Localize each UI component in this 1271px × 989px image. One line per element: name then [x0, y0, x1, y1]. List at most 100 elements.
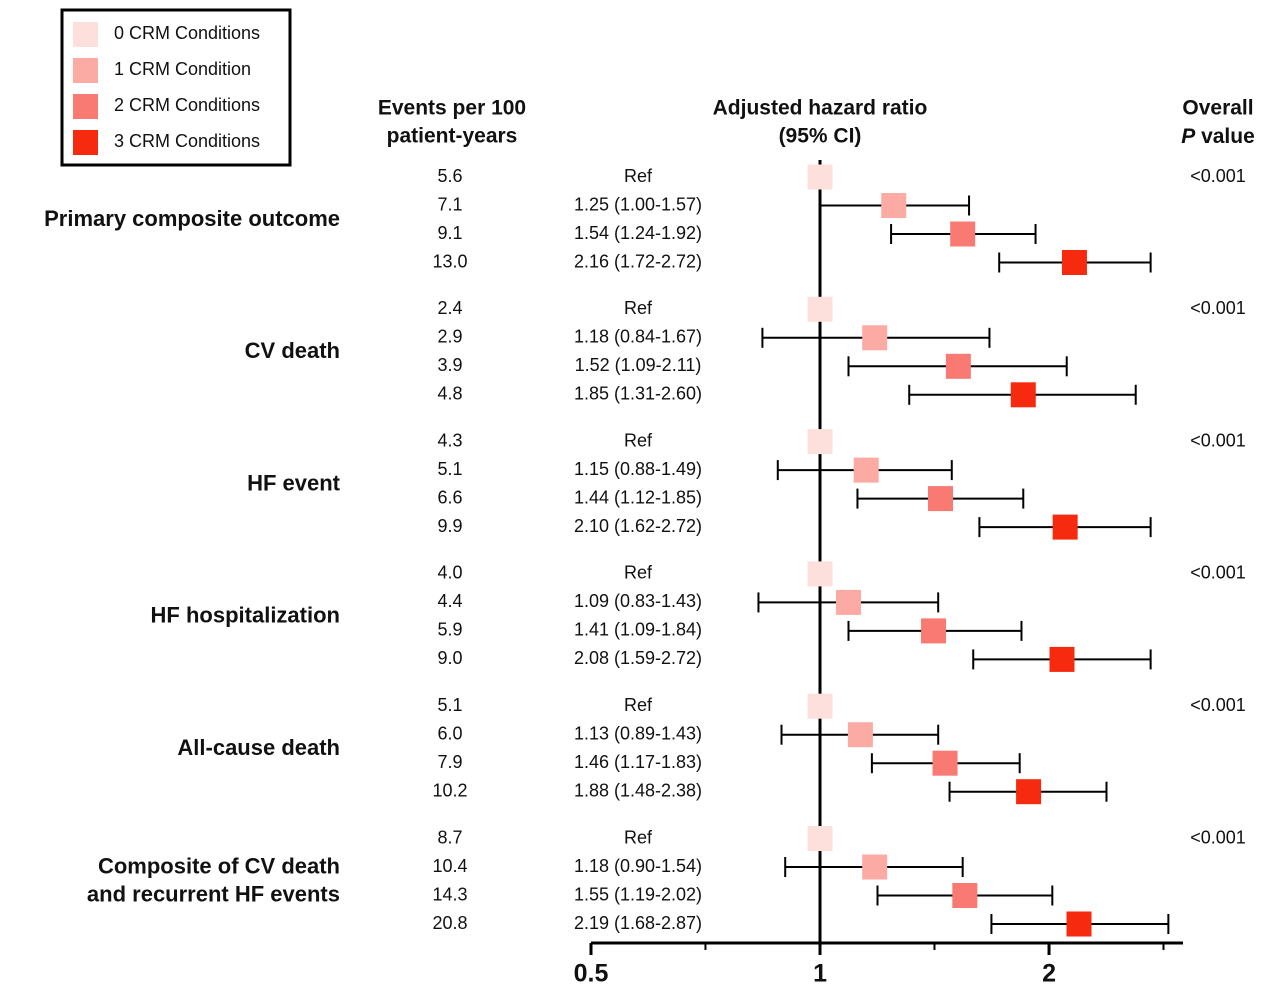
hr-box: [952, 883, 978, 908]
outcome-label: HF event: [247, 470, 341, 495]
hr-label: 1.18 (0.90-1.54): [574, 856, 702, 876]
hr-label: 1.85 (1.31-2.60): [574, 384, 702, 404]
hr-label: Ref: [624, 430, 653, 450]
legend-label: 1 CRM Condition: [114, 59, 251, 79]
events: 9.0: [437, 648, 462, 668]
events: 14.3: [432, 884, 467, 904]
events: 6.6: [437, 487, 462, 507]
hr-label: Ref: [624, 695, 653, 715]
events: 9.9: [437, 516, 462, 536]
outcome-label: HF hospitalization: [151, 603, 340, 628]
events: 10.2: [432, 780, 467, 800]
p-value: <0.001: [1190, 430, 1246, 450]
p-value: <0.001: [1190, 827, 1246, 847]
hr-label: Ref: [624, 827, 653, 847]
hr-box: [932, 750, 958, 776]
hr-label: 1.41 (1.09-1.84): [574, 620, 702, 640]
hr-label: 1.52 (1.09-2.11): [575, 355, 702, 375]
x-tick-label: 0.5: [574, 960, 609, 988]
hr-box: [807, 826, 833, 851]
legend-swatch: [73, 94, 98, 119]
hr-box: [862, 325, 888, 351]
hr-box: [807, 429, 833, 455]
legend-box: [60, 8, 292, 167]
hr-label: 1.88 (1.48-2.38): [574, 780, 702, 800]
hr-label: 2.19 (1.68-2.87): [574, 913, 702, 933]
hr-box: [1016, 779, 1042, 805]
hr-label: Ref: [624, 166, 653, 186]
hr-box: [853, 457, 879, 483]
events: 10.4: [432, 856, 467, 876]
x-tick-label: 1: [813, 960, 827, 988]
outcome-label: and recurrent HF events: [87, 881, 340, 906]
p-value: <0.001: [1190, 563, 1246, 583]
column-header: P value: [1181, 125, 1255, 148]
hr-label: 1.09 (0.83-1.43): [574, 591, 702, 611]
events: 3.9: [437, 355, 462, 375]
events: 4.0: [437, 563, 462, 583]
hr-box: [950, 221, 976, 247]
hr-label: 1.25 (1.00-1.57): [574, 194, 702, 214]
hr-box: [807, 561, 833, 587]
hr-label: 1.44 (1.12-1.85): [574, 487, 702, 507]
hr-label: 2.16 (1.72-2.72): [574, 251, 702, 271]
events: 7.9: [437, 752, 462, 772]
events: 7.1: [437, 194, 462, 214]
events: 2.4: [437, 298, 462, 318]
hr-box: [807, 296, 833, 322]
events: 9.1: [437, 223, 462, 243]
legend-label: 2 CRM Conditions: [114, 95, 260, 115]
events: 2.9: [437, 327, 462, 347]
hr-box: [862, 854, 888, 880]
outcome-label: Primary composite outcome: [44, 206, 340, 231]
column-header: Events per 100: [378, 97, 526, 120]
hr-box: [945, 353, 971, 379]
hr-label: 1.54 (1.24-1.92): [574, 223, 702, 243]
hr-label: 2.10 (1.62-2.72): [574, 516, 702, 536]
hr-box: [881, 193, 907, 218]
hr-label: 1.15 (0.88-1.49): [574, 459, 702, 479]
legend-label: 3 CRM Conditions: [114, 131, 260, 151]
hr-label: 1.13 (0.89-1.43): [574, 723, 702, 743]
hr-box: [1010, 382, 1036, 408]
outcome-label: Composite of CV death: [98, 853, 340, 878]
hr-box: [847, 722, 873, 748]
events: 8.7: [437, 827, 462, 847]
hr-box: [1052, 514, 1078, 540]
hr-box: [807, 693, 833, 719]
column-header: Adjusted hazard ratio: [713, 97, 928, 120]
legend-swatch: [73, 130, 98, 155]
p-value: <0.001: [1190, 695, 1246, 715]
legend-label: 0 CRM Conditions: [114, 23, 260, 43]
hr-label: 1.55 (1.19-2.02): [574, 884, 702, 904]
legend-swatch: [73, 58, 98, 83]
column-header: Overall: [1182, 97, 1253, 120]
events: 4.8: [437, 384, 462, 404]
hr-box: [921, 618, 947, 644]
hr-box: [835, 589, 861, 615]
hr-box: [1061, 250, 1087, 275]
hr-label: Ref: [624, 563, 653, 583]
hr-box: [807, 164, 833, 190]
legend-swatch: [73, 22, 98, 47]
p-value: <0.001: [1190, 298, 1246, 318]
events: 5.1: [437, 459, 462, 479]
hr-label: 2.08 (1.59-2.72): [574, 648, 702, 668]
outcome-label: All-cause death: [177, 735, 340, 760]
hr-box: [927, 486, 953, 512]
hr-box: [1066, 911, 1092, 937]
header-part: value: [1195, 125, 1255, 148]
p-value: <0.001: [1190, 166, 1246, 186]
x-tick-label: 2: [1042, 960, 1056, 988]
hr-label: 1.18 (0.84-1.67): [574, 327, 702, 347]
outcome-label: CV death: [245, 338, 340, 363]
events: 5.1: [437, 695, 462, 715]
events: 4.4: [437, 591, 462, 611]
events: 20.8: [432, 913, 467, 933]
column-header: (95% CI): [779, 125, 862, 148]
column-header: patient-years: [387, 125, 518, 148]
events: 5.6: [437, 166, 462, 186]
hr-label: Ref: [624, 298, 653, 318]
